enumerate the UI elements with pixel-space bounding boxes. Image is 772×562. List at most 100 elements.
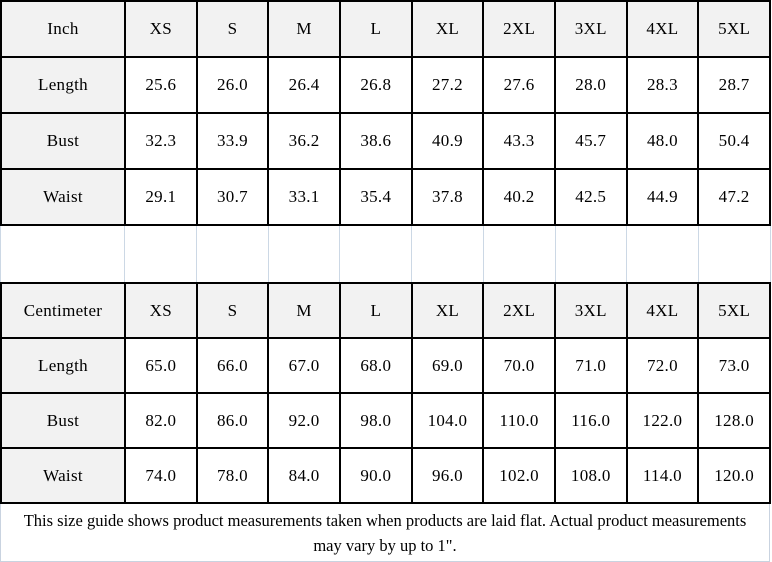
size-header-cell: M bbox=[267, 0, 341, 58]
measurement-value-cell: 45.7 bbox=[553, 112, 628, 170]
measurement-value-cell: 42.5 bbox=[553, 168, 628, 226]
unit-header-cell: Centimeter bbox=[0, 282, 126, 339]
size-header-cell: XS bbox=[124, 0, 198, 58]
measurement-value-cell: 72.0 bbox=[625, 337, 700, 394]
measurement-value-cell: 120.0 bbox=[697, 447, 771, 504]
gridline-cell bbox=[699, 226, 772, 282]
measurement-value-cell: 37.8 bbox=[410, 168, 485, 226]
measurement-value-cell: 84.0 bbox=[267, 447, 341, 504]
measurement-value-cell: 71.0 bbox=[553, 337, 628, 394]
size-header-cell: L bbox=[338, 0, 413, 58]
measurement-value-cell: 35.4 bbox=[338, 168, 413, 226]
measurement-value-cell: 69.0 bbox=[410, 337, 485, 394]
size-header-cell: XS bbox=[124, 282, 198, 339]
size-header-cell: XL bbox=[410, 282, 485, 339]
spreadsheet-gridlines-gap bbox=[0, 226, 772, 282]
measurement-value-cell: 44.9 bbox=[625, 168, 700, 226]
measurement-value-cell: 90.0 bbox=[338, 447, 413, 504]
measurement-value-cell: 68.0 bbox=[338, 337, 413, 394]
measurement-value-cell: 32.3 bbox=[124, 112, 198, 170]
measurement-value-cell: 65.0 bbox=[124, 337, 198, 394]
measurement-value-cell: 67.0 bbox=[267, 337, 341, 394]
measurement-value-cell: 28.3 bbox=[625, 56, 700, 114]
measurement-value-cell: 25.6 bbox=[124, 56, 198, 114]
measurement-label-cell: Bust bbox=[0, 392, 126, 449]
gridline-cell bbox=[412, 226, 484, 282]
gridline-cell bbox=[484, 226, 556, 282]
size-header-cell: 3XL bbox=[553, 0, 628, 58]
size-header-cell: 2XL bbox=[482, 282, 556, 339]
measurement-value-cell: 26.4 bbox=[267, 56, 341, 114]
measurement-value-cell: 26.0 bbox=[195, 56, 270, 114]
measurement-value-cell: 102.0 bbox=[482, 447, 556, 504]
measurement-value-cell: 28.7 bbox=[697, 56, 771, 114]
gridline-cell bbox=[125, 226, 197, 282]
measurement-value-cell: 122.0 bbox=[625, 392, 700, 449]
measurement-row: Waist 29.1 30.7 33.1 35.4 37.8 40.2 42.5 44.9 47.… bbox=[0, 168, 771, 226]
measurement-value-cell: 82.0 bbox=[124, 392, 198, 449]
measurement-value-cell: 47.2 bbox=[697, 168, 771, 226]
size-header-row: Inch XS S M L XL 2XL 3XL 4XL 5XL bbox=[0, 0, 771, 58]
measurement-row: Length 25.6 26.0 26.4 26.8 27.2 27.6 28.0 28.3 28… bbox=[0, 56, 771, 114]
measurement-value-cell: 26.8 bbox=[338, 56, 413, 114]
measurement-value-cell: 78.0 bbox=[195, 447, 270, 504]
size-header-cell: XL bbox=[410, 0, 485, 58]
measurement-value-cell: 38.6 bbox=[338, 112, 413, 170]
size-header-cell: S bbox=[195, 0, 270, 58]
size-header-cell: L bbox=[338, 282, 413, 339]
note-text: This size guide shows product measuremen… bbox=[23, 510, 747, 555]
unit-header-cell: Inch bbox=[0, 0, 126, 58]
measurement-value-cell: 96.0 bbox=[410, 447, 485, 504]
measurement-value-cell: 50.4 bbox=[697, 112, 771, 170]
size-header-cell: 2XL bbox=[482, 0, 556, 58]
measurement-value-cell: 66.0 bbox=[195, 337, 270, 394]
size-header-row: Centimeter XS S M L XL 2XL 3XL 4XL 5XL bbox=[0, 282, 771, 339]
gridline-cell bbox=[556, 226, 628, 282]
measurement-value-cell: 114.0 bbox=[625, 447, 700, 504]
size-header-cell: 3XL bbox=[553, 282, 628, 339]
measurement-label-cell: Length bbox=[0, 56, 126, 114]
measurement-value-cell: 92.0 bbox=[267, 392, 341, 449]
size-header-cell: 4XL bbox=[625, 282, 700, 339]
measurement-value-cell: 108.0 bbox=[553, 447, 628, 504]
measurement-value-cell: 43.3 bbox=[482, 112, 556, 170]
measurement-row: Length 65.0 66.0 67.0 68.0 69.0 70.0 71.0 72.0 73… bbox=[0, 337, 771, 394]
measurement-value-cell: 48.0 bbox=[625, 112, 700, 170]
measurement-label-cell: Waist bbox=[0, 168, 126, 226]
measurement-value-cell: 116.0 bbox=[553, 392, 628, 449]
gridline-cell bbox=[1, 226, 125, 282]
gridline-cell bbox=[269, 226, 341, 282]
measurement-value-cell: 74.0 bbox=[124, 447, 198, 504]
size-guide-note: This size guide shows product measuremen… bbox=[0, 504, 770, 562]
size-header-cell: 4XL bbox=[625, 0, 700, 58]
size-header-cell: 5XL bbox=[697, 282, 771, 339]
centimeter-size-table: Centimeter XS S M L XL 2XL 3XL 4XL 5XL Length 65.0 6… bbox=[0, 282, 771, 504]
measurement-value-cell: 29.1 bbox=[124, 168, 198, 226]
measurement-value-cell: 27.2 bbox=[410, 56, 485, 114]
measurement-value-cell: 98.0 bbox=[338, 392, 413, 449]
gridline-cell bbox=[340, 226, 413, 282]
measurement-value-cell: 110.0 bbox=[482, 392, 556, 449]
size-header-cell: M bbox=[267, 282, 341, 339]
measurement-label-cell: Length bbox=[0, 337, 126, 394]
inch-size-table: Inch XS S M L XL 2XL 3XL 4XL 5XL Length 25.6 26.0 26.… bbox=[0, 0, 771, 226]
measurement-value-cell: 128.0 bbox=[697, 392, 771, 449]
measurement-row: Bust 82.0 86.0 92.0 98.0 104.0 110.0 116.0 122.0… bbox=[0, 392, 771, 449]
gridline-cell bbox=[627, 226, 700, 282]
measurement-value-cell: 33.1 bbox=[267, 168, 341, 226]
measurement-value-cell: 70.0 bbox=[482, 337, 556, 394]
measurement-value-cell: 33.9 bbox=[195, 112, 270, 170]
measurement-value-cell: 27.6 bbox=[482, 56, 556, 114]
measurement-value-cell: 73.0 bbox=[697, 337, 771, 394]
measurement-label-cell: Bust bbox=[0, 112, 126, 170]
size-header-cell: S bbox=[195, 282, 270, 339]
measurement-value-cell: 104.0 bbox=[410, 392, 485, 449]
measurement-value-cell: 40.9 bbox=[410, 112, 485, 170]
measurement-value-cell: 86.0 bbox=[195, 392, 270, 449]
gridline-cell bbox=[197, 226, 269, 282]
measurement-value-cell: 36.2 bbox=[267, 112, 341, 170]
measurement-row: Bust 32.3 33.9 36.2 38.6 40.9 43.3 45.7 48.0 50.4 bbox=[0, 112, 771, 170]
measurement-value-cell: 40.2 bbox=[482, 168, 556, 226]
measurement-row: Waist 74.0 78.0 84.0 90.0 96.0 102.0 108.0 114.0… bbox=[0, 447, 771, 504]
